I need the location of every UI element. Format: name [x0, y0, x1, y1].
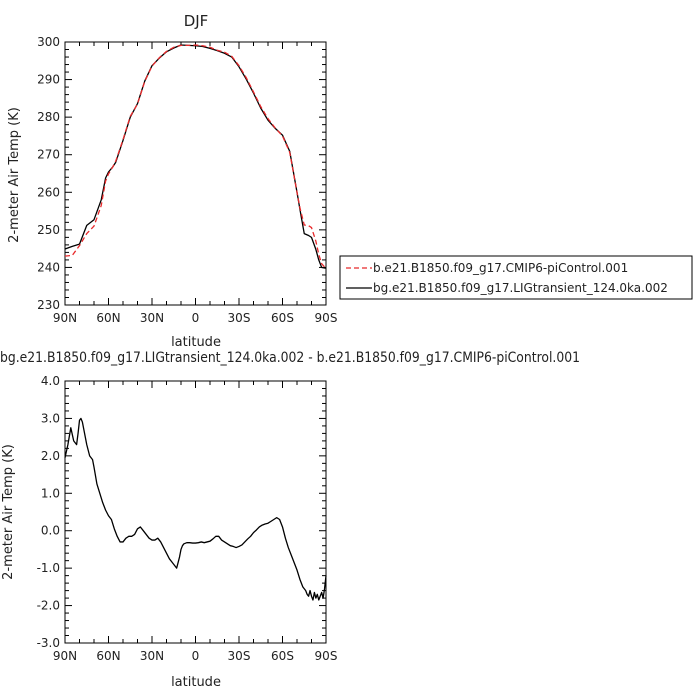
top-x-tick-label: 0: [192, 311, 200, 325]
top-chart-y-axis-label: 2-meter Air Temp (K): [7, 107, 22, 243]
bottom-y-tick-label: 4.0: [41, 374, 60, 388]
top-x-tick-label: 90S: [315, 311, 338, 325]
top-series-line-1: [64, 44, 327, 269]
bottom-y-tick-label: 2.0: [41, 449, 60, 463]
bottom-y-tick-label: 1.0: [41, 486, 60, 500]
legend-label-lig: bg.e21.B1850.f09_g17.LIGtransient_124.0k…: [373, 281, 668, 295]
top-chart-title: DJF: [184, 12, 209, 30]
bottom-chart-plot-area: 90N 60N 30N 0 30S 60S 90S -3.0 -2.0 -1.0 0.0 1.0 2.0…: [37, 374, 338, 663]
top-chart-x-axis-label: latitude: [171, 335, 221, 350]
top-chart-panel: DJF 2-meter Air Temp (K) latitude 90N 60N…: [7, 12, 337, 350]
bottom-x-tick-label: 90N: [53, 649, 77, 663]
bottom-chart-x-axis-label: latitude: [171, 675, 221, 690]
top-chart-frame: [64, 41, 327, 306]
bottom-x-tick-label: 60N: [96, 649, 120, 663]
top-y-tick-label: 300: [37, 35, 60, 49]
bottom-y-tick-label: -2.0: [37, 599, 60, 613]
top-x-tick-label: 90N: [53, 311, 77, 325]
top-y-tick-label: 230: [37, 298, 60, 312]
top-y-tick-label: 260: [37, 185, 60, 199]
bottom-x-tick-label: 30N: [140, 649, 164, 663]
bottom-x-tick-label: 90S: [315, 649, 338, 663]
top-x-tick-label: 30S: [228, 311, 251, 325]
bottom-x-tick-label: 30S: [228, 649, 251, 663]
chart-legend: b.e21.B1850.f09_g17.CMIP6-piControl.001 …: [339, 255, 693, 300]
bottom-chart-frame: [64, 380, 327, 644]
top-y-tick-label: 290: [37, 73, 60, 87]
bottom-x-tick-label: 60S: [271, 649, 294, 663]
bottom-chart-title: bg.e21.B1850.f09_g17.LIGtransient_124.0k…: [0, 350, 580, 366]
top-series-line-0: [64, 44, 327, 269]
top-y-tick-label: 240: [37, 260, 60, 274]
bottom-chart-y-axis-label: 2-meter Air Temp (K): [1, 444, 16, 580]
bottom-y-tick-label: -1.0: [37, 561, 60, 575]
legend-label-control: b.e21.B1850.f09_g17.CMIP6-piControl.001: [373, 261, 628, 275]
bottom-y-tick-label: 0.0: [41, 524, 60, 538]
top-y-tick-label: 280: [37, 110, 60, 124]
top-x-tick-label: 60S: [271, 311, 294, 325]
bottom-series-line-0: [64, 417, 327, 601]
bottom-y-tick-label: -3.0: [37, 636, 60, 650]
top-y-tick-label: 270: [37, 148, 60, 162]
legend-box: [339, 255, 693, 300]
bottom-chart-panel: bg.e21.B1850.f09_g17.LIGtransient_124.0k…: [0, 350, 580, 690]
top-chart-plot-area: 90N 60N 30N 0 30S 60S 90S 230 240 250 260 270 280 290…: [37, 35, 337, 325]
bottom-x-tick-label: 0: [192, 649, 200, 663]
bottom-y-tick-label: 3.0: [41, 411, 60, 425]
top-y-tick-label: 250: [37, 223, 60, 237]
top-x-tick-label: 30N: [140, 311, 164, 325]
top-x-tick-label: 60N: [96, 311, 120, 325]
